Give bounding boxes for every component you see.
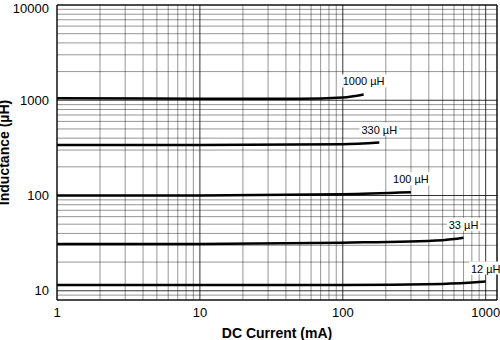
svg-text:10000: 10000 [13, 1, 49, 16]
svg-text:100 µH: 100 µH [393, 173, 429, 185]
svg-text:Inductance (µH): Inductance (µH) [8, 100, 12, 205]
svg-text:10: 10 [193, 305, 207, 320]
svg-text:100: 100 [27, 188, 49, 203]
svg-text:1000: 1000 [471, 305, 492, 320]
svg-text:33 µH: 33 µH [449, 219, 479, 231]
svg-text:10: 10 [35, 283, 49, 298]
svg-text:100: 100 [332, 305, 354, 320]
svg-text:330 µH: 330 µH [361, 124, 397, 136]
svg-text:1: 1 [53, 305, 60, 320]
svg-text:1000: 1000 [20, 93, 49, 108]
svg-text:12 µH: 12 µH [471, 263, 492, 275]
svg-text:DC Current (mA): DC Current (mA) [222, 325, 332, 340]
svg-text:1000 µH: 1000 µH [343, 75, 385, 87]
